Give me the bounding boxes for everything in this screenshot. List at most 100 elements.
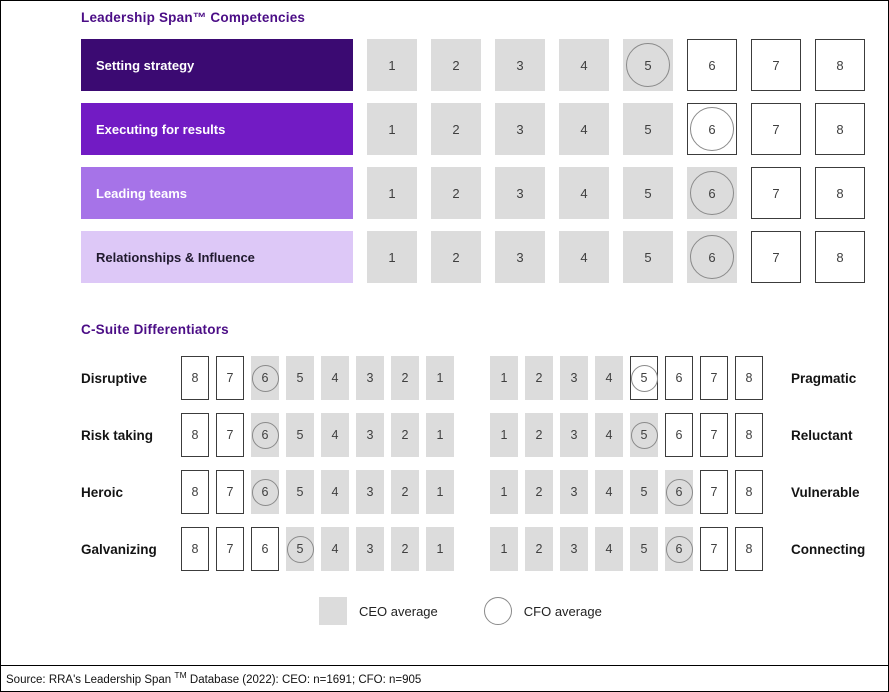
cfo-average-ring (626, 43, 670, 87)
cell-number: 3 (367, 542, 374, 556)
cell-number: 8 (746, 371, 753, 385)
cell-number: 3 (571, 485, 578, 499)
differentiators-title: C-Suite Differentiators (81, 322, 229, 337)
cell-number: 2 (402, 485, 409, 499)
cell-number: 4 (606, 428, 613, 442)
cell-number: 1 (437, 485, 444, 499)
scale-cell-8: 8 (181, 356, 209, 400)
cell-number: 5 (641, 485, 648, 499)
source-note: Source: RRA's Leadership Span TM Databas… (1, 665, 888, 691)
scale-cell-1: 1 (367, 103, 417, 155)
competency-label: Relationships & Influence (81, 231, 353, 283)
cell-number: 4 (332, 485, 339, 499)
ceo-average-swatch (319, 597, 347, 625)
cell-number: 1 (388, 250, 395, 265)
cell-number: 8 (192, 485, 199, 499)
competency-row: Executing for results12345678 (81, 103, 879, 155)
differentiators-grid-left: 87654321876543218765432187654321 (181, 356, 461, 584)
scale-cell-7: 7 (700, 413, 728, 457)
cell-number: 7 (772, 186, 779, 201)
scale-cell-6: 6 (665, 413, 693, 457)
cell-number: 5 (297, 371, 304, 385)
cell-number: 7 (711, 428, 718, 442)
scale-cell-5: 5 (623, 231, 673, 283)
cfo-average-label: CFO average (524, 604, 602, 619)
scale-cell-6: 6 (687, 167, 737, 219)
scale-cell-7: 7 (216, 413, 244, 457)
scale-cell-6: 6 (687, 103, 737, 155)
scale-cell-8: 8 (815, 167, 865, 219)
leadership-span-chart: Leadership Span™ Competencies Setting st… (0, 0, 889, 692)
cell-number: 7 (772, 250, 779, 265)
cell-number: 8 (836, 250, 843, 265)
scale-cell-5: 5 (286, 413, 314, 457)
cell-number: 4 (332, 428, 339, 442)
scale-cell-5: 5 (623, 103, 673, 155)
scale-cell-2: 2 (525, 470, 553, 514)
differentiator-label: Disruptive (81, 356, 157, 400)
cell-number: 7 (227, 371, 234, 385)
scale-cell-2: 2 (525, 413, 553, 457)
scale-cell-2: 2 (431, 103, 481, 155)
differentiator-label: Heroic (81, 470, 157, 514)
scale-cell-4: 4 (321, 413, 349, 457)
scale-cell-2: 2 (431, 39, 481, 91)
scale-cell-8: 8 (181, 527, 209, 571)
scale-cell-6: 6 (687, 39, 737, 91)
scale-cell-4: 4 (595, 413, 623, 457)
cell-number: 3 (571, 542, 578, 556)
scale-cell-2: 2 (391, 527, 419, 571)
scale-cell-5: 5 (623, 39, 673, 91)
competency-label: Setting strategy (81, 39, 353, 91)
cell-number: 2 (402, 428, 409, 442)
scale-cell-3: 3 (356, 356, 384, 400)
cfo-average-ring (690, 171, 734, 215)
competency-row: Leading teams12345678 (81, 167, 879, 219)
scale-cell-3: 3 (560, 470, 588, 514)
cell-number: 2 (536, 428, 543, 442)
cfo-average-ring (666, 536, 693, 563)
cell-number: 8 (836, 122, 843, 137)
cell-number: 3 (516, 250, 523, 265)
scale-cell-1: 1 (367, 167, 417, 219)
scale-cell-6: 6 (251, 413, 279, 457)
cell-number: 7 (711, 485, 718, 499)
cell-number: 2 (452, 122, 459, 137)
scale-cell-6: 6 (665, 527, 693, 571)
scale-cell-2: 2 (391, 470, 419, 514)
cfo-average-ring (252, 365, 279, 392)
legend: CEO average CFO average (319, 597, 602, 625)
scale-cell-1: 1 (426, 527, 454, 571)
cell-number: 4 (580, 250, 587, 265)
cfo-average-ring (631, 422, 658, 449)
cell-number: 5 (297, 485, 304, 499)
scale-cell-6: 6 (665, 356, 693, 400)
cell-number: 2 (536, 371, 543, 385)
ceo-average-label: CEO average (359, 604, 438, 619)
scale-cell-2: 2 (391, 356, 419, 400)
scale-cell-8: 8 (181, 470, 209, 514)
scale-cell-8: 8 (181, 413, 209, 457)
scale-cell-1: 1 (426, 470, 454, 514)
differentiator-label: Risk taking (81, 413, 157, 457)
cell-number: 8 (192, 371, 199, 385)
scale-cell-4: 4 (321, 356, 349, 400)
scale-cell-7: 7 (216, 527, 244, 571)
scale-cell-4: 4 (595, 356, 623, 400)
competencies-title: Leadership Span™ Competencies (81, 10, 305, 25)
cell-number: 1 (388, 122, 395, 137)
scale-cell-7: 7 (700, 527, 728, 571)
scale-cell-5: 5 (630, 413, 658, 457)
scale-cell-6: 6 (251, 356, 279, 400)
scale-cell-4: 4 (559, 103, 609, 155)
cell-number: 7 (227, 542, 234, 556)
cell-number: 6 (676, 371, 683, 385)
scale-cell-3: 3 (560, 527, 588, 571)
cell-number: 5 (644, 186, 651, 201)
scale-cell-5: 5 (630, 356, 658, 400)
scale-cell-5: 5 (623, 167, 673, 219)
scale-cell-1: 1 (426, 356, 454, 400)
scale-cell-8: 8 (815, 39, 865, 91)
scale-cell-3: 3 (356, 470, 384, 514)
scale-cell-8: 8 (815, 103, 865, 155)
